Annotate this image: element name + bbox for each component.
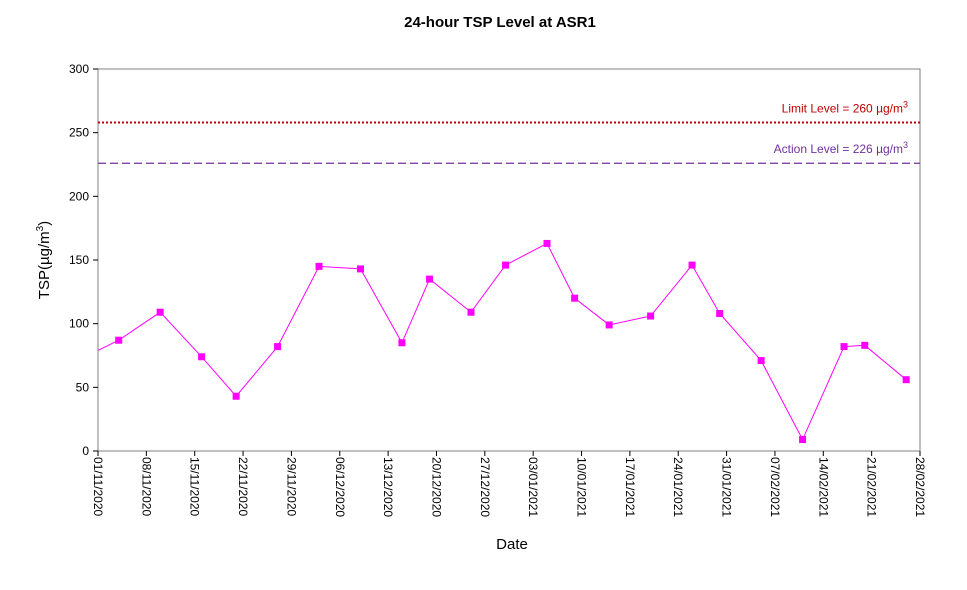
x-tick-label: 22/11/2020 — [236, 457, 250, 516]
limit-level-label: Limit Level = 260 µg/m3 — [782, 99, 908, 115]
y-axis: 0 50 100 150 200 250 300 — [69, 62, 98, 458]
y-tick-label: 200 — [69, 189, 89, 203]
x-tick-label: 29/11/2020 — [284, 457, 298, 516]
y-tick-label: 300 — [69, 62, 89, 76]
y-tick-label: 0 — [82, 444, 89, 458]
data-point — [356, 265, 364, 273]
data-point — [840, 343, 848, 351]
series-line — [97, 242, 907, 441]
x-tick-label: 03/01/2021 — [526, 457, 540, 517]
y-axis-label-sup: 3 — [35, 225, 46, 231]
x-axis-label: Date — [496, 536, 528, 553]
x-tick-label: 06/12/2020 — [333, 457, 347, 517]
data-point — [502, 261, 510, 269]
x-tick-label: 17/01/2021 — [623, 457, 637, 517]
data-point — [688, 261, 696, 269]
data-point — [232, 392, 240, 400]
plot-area — [97, 68, 921, 452]
data-point — [757, 357, 765, 365]
series-group — [97, 239, 910, 444]
action-level-label: Action Level = 226 µg/m3 — [774, 140, 908, 156]
x-tick-label: 10/01/2021 — [575, 457, 589, 517]
reference-lines: Limit Level = 260 µg/m3 Action Level = 22… — [98, 99, 920, 164]
data-point — [426, 275, 434, 283]
x-tick-label: 07/02/2021 — [768, 457, 782, 517]
chart-title: 24-hour TSP Level at ASR1 — [404, 14, 596, 31]
x-axis: 01/11/2020 08/11/2020 15/11/2020 22/11/2020… — [91, 451, 927, 517]
data-point — [115, 336, 123, 344]
data-point — [647, 312, 655, 320]
x-tick-label: 15/11/2020 — [188, 457, 202, 516]
data-point — [198, 353, 206, 361]
data-point — [902, 376, 910, 384]
data-point — [315, 262, 323, 270]
x-tick-label: 14/02/2021 — [816, 457, 830, 517]
y-tick-label: 50 — [76, 380, 90, 394]
data-point — [799, 436, 807, 444]
x-tick-label: 28/02/2021 — [913, 457, 927, 517]
data-point — [543, 239, 551, 247]
data-point — [467, 308, 475, 316]
x-tick-label: 27/12/2020 — [478, 457, 492, 517]
x-tick-label: 31/01/2021 — [720, 457, 734, 517]
data-point — [605, 321, 613, 329]
data-point — [716, 309, 724, 317]
y-tick-label: 150 — [69, 253, 89, 267]
data-point — [861, 341, 869, 349]
data-point — [156, 308, 164, 316]
x-tick-label: 13/12/2020 — [381, 457, 395, 517]
x-tick-label: 20/12/2020 — [429, 457, 443, 517]
data-point — [398, 339, 406, 347]
y-axis-label: TSP(µg/m3) — [35, 221, 53, 299]
x-tick-label: 24/01/2021 — [671, 457, 685, 517]
x-tick-label: 21/02/2021 — [865, 457, 879, 517]
data-point — [274, 343, 282, 351]
x-tick-label: 08/11/2020 — [139, 457, 153, 516]
y-axis-label-text: TSP(µg/m — [36, 231, 53, 299]
x-tick-label: 01/11/2020 — [91, 457, 105, 516]
y-tick-label: 100 — [69, 317, 89, 331]
data-point — [571, 294, 579, 302]
y-tick-label: 250 — [69, 126, 89, 140]
y-axis-label-close: ) — [36, 221, 53, 226]
